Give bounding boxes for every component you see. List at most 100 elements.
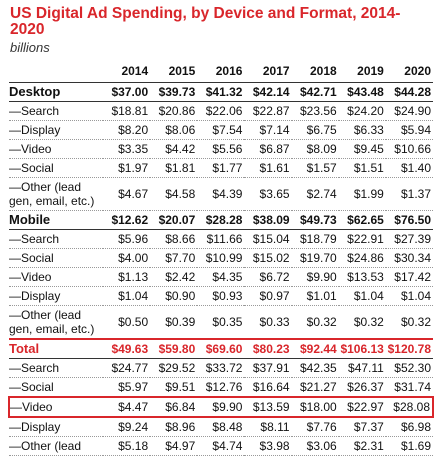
- cell: $44.28: [385, 82, 433, 102]
- cell: $52.30: [385, 358, 433, 378]
- cell: $11.66: [197, 229, 245, 249]
- cell: $13.53: [338, 267, 386, 287]
- cell: $4.74: [197, 436, 245, 456]
- cell: $1.69: [385, 436, 433, 456]
- cell: $19.70: [291, 248, 339, 268]
- cell: $0.35: [197, 305, 245, 340]
- data-row: —Social $5.97 $9.51 $12.76 $16.64 $21.27 $26.3…: [9, 377, 433, 398]
- cell: $8.48: [197, 417, 245, 437]
- row-label: —Search: [9, 229, 103, 249]
- cell: $0.32: [338, 305, 386, 340]
- row-label: —Search: [9, 101, 103, 121]
- cell: $2.31: [338, 436, 386, 456]
- data-row: —Video $4.47 $6.84 $9.90 $13.59 $18.00 $22.97 $…: [8, 396, 435, 418]
- cell: $8.96: [150, 417, 198, 437]
- cell: $6.72: [244, 267, 292, 287]
- cell: $1.81: [150, 158, 198, 178]
- cell: $4.35: [197, 267, 245, 287]
- cell: $29.52: [150, 358, 198, 378]
- data-row: —Display $1.04 $0.90 $0.93 $0.97 $1.01 $1.04 $1…: [9, 286, 433, 306]
- cell: $8.11: [244, 417, 292, 437]
- data-row: —Other (lead $5.18 $4.97 $4.74 $3.98 $3.06 $2.…: [9, 436, 433, 456]
- cell: $69.60: [197, 338, 245, 359]
- cell: $26.37: [338, 377, 386, 398]
- cell: $7.54: [197, 120, 245, 140]
- section-row: Total $49.63 $59.80 $69.60 $80.23 $92.44 $106.…: [9, 338, 433, 359]
- cell: $80.23: [244, 338, 292, 359]
- cell: $8.66: [150, 229, 198, 249]
- cell: $1.99: [338, 177, 386, 211]
- header-corner: [9, 60, 103, 83]
- row-label: Total: [9, 338, 103, 359]
- cell: $4.39: [197, 177, 245, 211]
- cell: $8.06: [150, 120, 198, 140]
- cell: $17.42: [385, 267, 433, 287]
- cell: $12.76: [197, 377, 245, 398]
- cell: $13.59: [244, 396, 292, 418]
- table-body: Desktop $37.00 $39.73 $41.32 $42.14 $42.71 $43…: [8, 82, 435, 456]
- cell: $41.32: [197, 82, 245, 102]
- column-header: 2019: [338, 60, 386, 83]
- cell: $10.66: [385, 139, 433, 159]
- cell: $5.96: [103, 229, 151, 249]
- cell: $28.28: [197, 210, 245, 230]
- cell: $0.32: [385, 305, 433, 340]
- cell: $0.33: [244, 305, 292, 340]
- cell: $42.71: [291, 82, 339, 102]
- cell: $9.45: [338, 139, 386, 159]
- cell: $1.04: [103, 286, 151, 306]
- cell: $0.97: [244, 286, 292, 306]
- row-label: —Social: [9, 158, 103, 178]
- row-label: —Display: [9, 417, 103, 437]
- cell: $7.70: [150, 248, 198, 268]
- data-row: —Video $1.13 $2.42 $4.35 $6.72 $9.90 $13.53 $17…: [9, 267, 433, 287]
- cell: $0.39: [150, 305, 198, 340]
- cell: $59.80: [150, 338, 198, 359]
- cell: $6.33: [338, 120, 386, 140]
- cell: $5.97: [103, 377, 151, 398]
- cell: $7.76: [291, 417, 339, 437]
- cell: $4.58: [150, 177, 198, 211]
- cell: $24.20: [338, 101, 386, 121]
- cell: $120.78: [385, 338, 433, 359]
- cell: $37.91: [244, 358, 292, 378]
- cell: $49.63: [103, 338, 151, 359]
- cell: $0.50: [103, 305, 151, 340]
- cell: $20.07: [150, 210, 198, 230]
- cell: $1.61: [244, 158, 292, 178]
- cell: $1.13: [103, 267, 151, 287]
- cell: $1.97: [103, 158, 151, 178]
- cell: $3.65: [244, 177, 292, 211]
- cell: $4.42: [150, 139, 198, 159]
- cell: $33.72: [197, 358, 245, 378]
- cell: $18.81: [103, 101, 151, 121]
- cell: $22.97: [338, 396, 386, 418]
- cell: $1.77: [197, 158, 245, 178]
- cell: $22.06: [197, 101, 245, 121]
- cell: $37.00: [103, 82, 151, 102]
- row-label: —Social: [9, 377, 103, 398]
- cell: $3.98: [244, 436, 292, 456]
- cell: $9.90: [197, 396, 245, 418]
- cell: $27.39: [385, 229, 433, 249]
- cell: $22.91: [338, 229, 386, 249]
- cell: $24.86: [338, 248, 386, 268]
- cell: $2.42: [150, 267, 198, 287]
- row-label: Desktop: [9, 82, 103, 102]
- cell: $92.44: [291, 338, 339, 359]
- cell: $1.04: [338, 286, 386, 306]
- cell: $30.34: [385, 248, 433, 268]
- cell: $21.27: [291, 377, 339, 398]
- section-row: Desktop $37.00 $39.73 $41.32 $42.14 $42.71 $43…: [9, 82, 433, 102]
- cell: $0.32: [291, 305, 339, 340]
- column-header: 2014: [103, 60, 151, 83]
- cell: $18.00: [291, 396, 339, 418]
- data-row: —Social $1.97 $1.81 $1.77 $1.61 $1.57 $1.51 $1.…: [9, 158, 433, 178]
- cell: $16.64: [244, 377, 292, 398]
- row-label: —Video: [8, 396, 103, 418]
- cell: $6.75: [291, 120, 339, 140]
- cell: $3.35: [103, 139, 151, 159]
- data-row: —Display $9.24 $8.96 $8.48 $8.11 $7.76 $7.37 $6…: [9, 417, 433, 437]
- cell: $1.01: [291, 286, 339, 306]
